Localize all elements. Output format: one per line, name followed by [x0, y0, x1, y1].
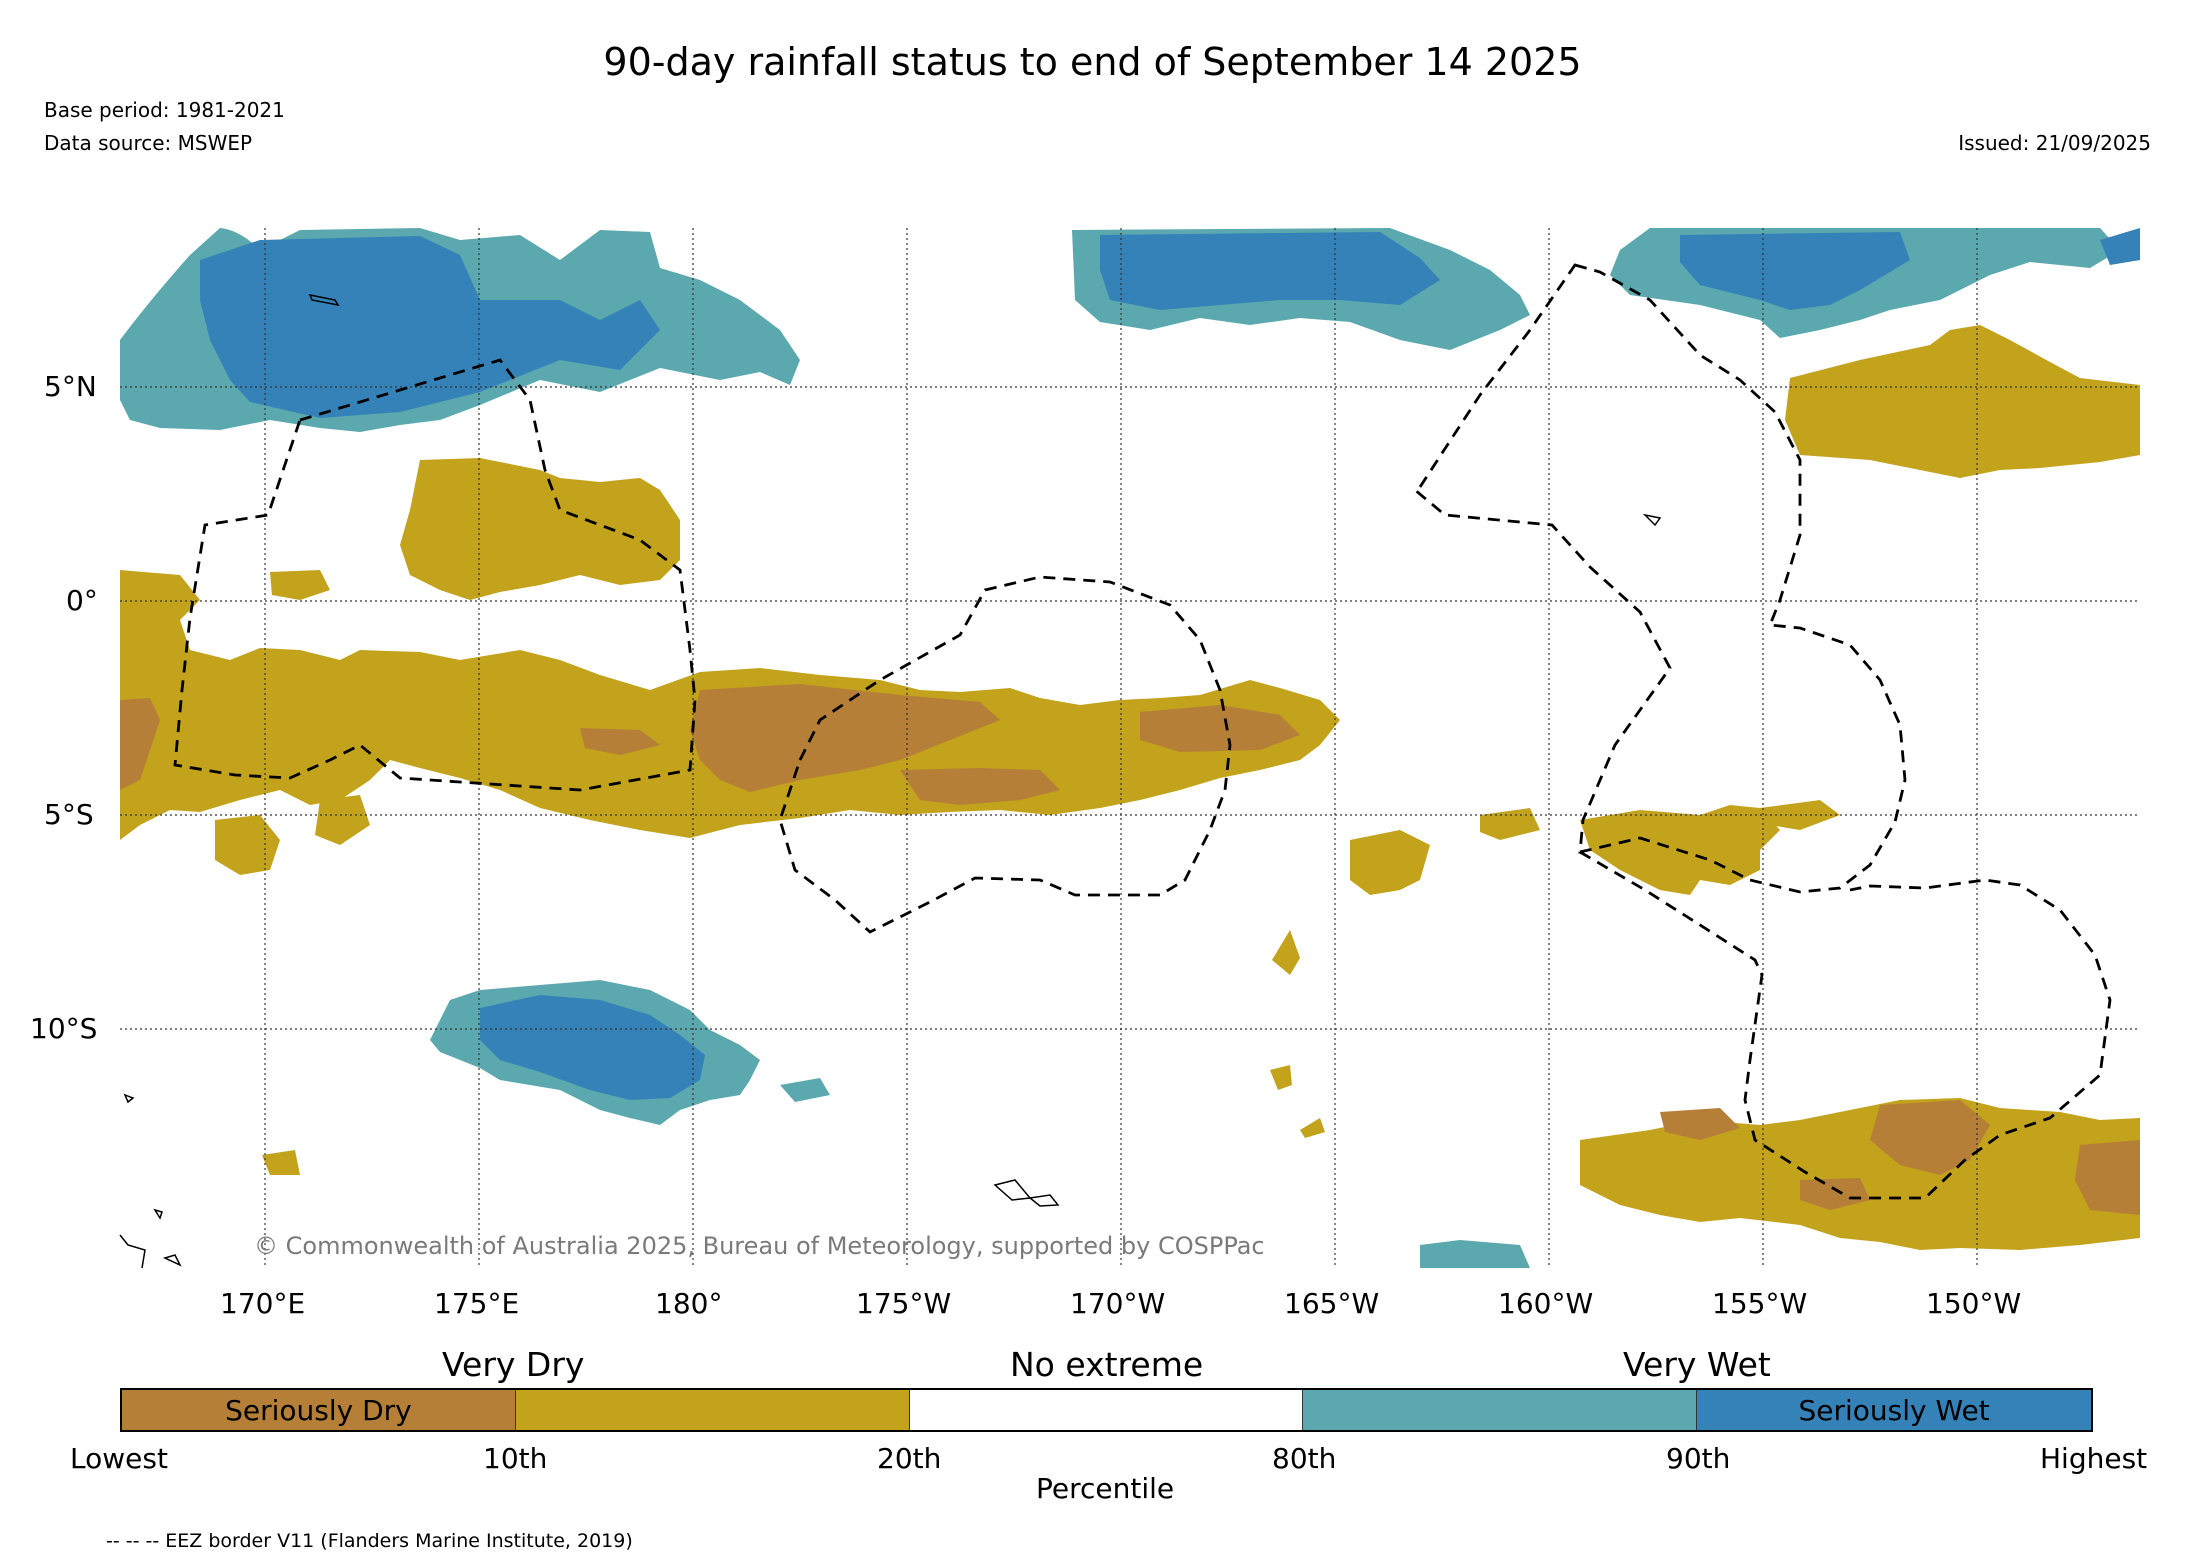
lon-label-170e: 170°E — [220, 1287, 306, 1320]
dry-region-northwest — [270, 458, 680, 600]
dry-region-equatorial-west — [120, 570, 1340, 875]
island-outlines — [119, 293, 1662, 1269]
colorbar: Seriously Dry Seriously Wet — [120, 1388, 2093, 1432]
colorbar-tick-10th: 10th — [483, 1442, 548, 1475]
colorbar-tick-20th: 20th — [877, 1442, 942, 1475]
data-source: Data source: MSWEP — [44, 131, 253, 155]
colorbar-tick-90th: 90th — [1666, 1442, 1731, 1475]
wet-region-north-central — [1072, 228, 1530, 350]
lat-label-0: 0° — [66, 584, 98, 617]
colorbar-tick-lowest: Lowest — [70, 1442, 168, 1475]
dry-region-central-south — [1272, 800, 1840, 975]
legend-heading-very-dry: Very Dry — [442, 1345, 585, 1384]
colorbar-segment-dry — [515, 1390, 910, 1430]
lon-label-150w: 150°W — [1926, 1287, 2022, 1320]
colorbar-segment-seriously-dry: Seriously Dry — [122, 1390, 516, 1430]
colorbar-axis-title: Percentile — [1036, 1472, 1175, 1505]
eez-borders — [173, 263, 2112, 1200]
legend-heading-very-wet: Very Wet — [1623, 1345, 1771, 1384]
lon-label-160w: 160°W — [1498, 1287, 1594, 1320]
base-period: Base period: 1981-2021 — [44, 98, 285, 122]
graticule — [120, 228, 2140, 1268]
colorbar-tick-80th: 80th — [1272, 1442, 1337, 1475]
legend-heading-no-extreme: No extreme — [1010, 1345, 1204, 1384]
lon-label-175w: 175°W — [856, 1287, 952, 1320]
lon-label-155w: 155°W — [1712, 1287, 1808, 1320]
wet-region-south — [430, 980, 830, 1125]
colorbar-segment-wet — [1303, 1390, 1698, 1430]
dry-region-northeast — [1785, 325, 2140, 478]
wet-spot-southeast — [1420, 1240, 1530, 1268]
lat-label-5n: 5°N — [44, 370, 97, 403]
eez-border-note: -- -- -- EEZ border V11 (Flanders Marine… — [106, 1530, 633, 1552]
lat-label-5s: 5°S — [44, 798, 94, 831]
colorbar-tick-highest: Highest — [2040, 1442, 2148, 1475]
colorbar-segment-no-extreme — [909, 1390, 1304, 1430]
lon-label-165w: 165°W — [1284, 1287, 1380, 1320]
page-title: 90-day rainfall status to end of Septemb… — [603, 40, 1582, 84]
wet-region-northwest — [120, 228, 800, 432]
dry-region-southeast — [262, 1065, 2140, 1250]
colorbar-segment-seriously-wet: Seriously Wet — [1697, 1390, 2091, 1430]
lon-label-175e: 175°E — [434, 1287, 520, 1320]
wet-region-northeast — [1610, 228, 2140, 338]
lat-label-10s: 10°S — [30, 1012, 98, 1045]
copyright-notice: © Commonwealth of Australia 2025, Bureau… — [254, 1232, 1265, 1260]
issued-date: Issued: 21/09/2025 — [1958, 131, 2151, 155]
lon-label-170w: 170°W — [1070, 1287, 1166, 1320]
lon-label-180: 180° — [655, 1287, 723, 1320]
